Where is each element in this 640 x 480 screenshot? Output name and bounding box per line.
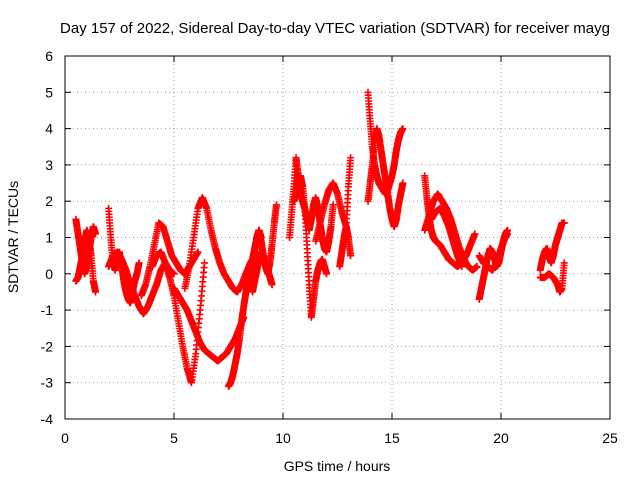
- y-tick-label: -1: [41, 302, 54, 318]
- data-point: [458, 263, 466, 271]
- data-point: [201, 259, 209, 267]
- y-tick-label: 3: [45, 157, 53, 173]
- data-point: [399, 179, 407, 187]
- y-tick-label: 2: [45, 193, 53, 209]
- data-point: [329, 201, 337, 209]
- series-arc-b: [72, 226, 100, 296]
- y-tick-label: -2: [41, 338, 54, 354]
- series-arc-p: [364, 88, 407, 198]
- y-tick-label: 5: [45, 84, 53, 100]
- series-arc-m: [290, 172, 331, 321]
- x-tick-label: 20: [493, 430, 509, 446]
- y-axis-label: SDTVAR / TECUs: [5, 181, 21, 293]
- series-arc-v: [475, 230, 512, 274]
- data-point: [194, 248, 202, 256]
- points-layer: [72, 88, 568, 390]
- data-point: [272, 201, 280, 209]
- data-point: [471, 230, 479, 238]
- y-tick-label: 1: [45, 230, 53, 246]
- data-point: [268, 281, 276, 289]
- data-point: [323, 270, 331, 278]
- y-tick-label: -4: [41, 411, 54, 427]
- series-arc-f: [148, 248, 209, 387]
- data-point: [473, 263, 481, 271]
- ticks-layer: 0 5 10 15 20 25 -4 -3 -2 -1 0 1 2 3 4 5 6: [41, 48, 618, 446]
- data-point: [504, 230, 512, 238]
- series-arc-o: [336, 223, 355, 271]
- data-point: [92, 288, 100, 296]
- grid-layer: [65, 56, 610, 419]
- y-tick-label: -3: [41, 375, 54, 391]
- x-tick-label: 0: [61, 430, 69, 446]
- series-arc-k: [248, 248, 276, 296]
- series-arc-i: [225, 226, 265, 390]
- series-arc-s: [421, 190, 481, 274]
- series-arc-t: [427, 204, 466, 271]
- x-tick-label: 5: [170, 430, 178, 446]
- data-point: [399, 125, 407, 133]
- series-arc-w: [536, 219, 568, 274]
- x-tick-label: 10: [275, 430, 291, 446]
- data-point: [135, 259, 143, 267]
- series-arc-q: [364, 125, 407, 231]
- x-axis-label: GPS time / hours: [284, 458, 391, 474]
- series-arc-l: [286, 154, 337, 256]
- data-point: [347, 154, 355, 162]
- data-point: [347, 252, 355, 260]
- series-arc-x: [536, 259, 568, 296]
- chart-title: Day 157 of 2022, Sidereal Day-to-day VTE…: [60, 20, 610, 37]
- y-tick-label: 6: [45, 48, 53, 64]
- x-tick-label: 25: [602, 430, 618, 446]
- y-tick-label: 4: [45, 121, 53, 137]
- data-point: [560, 219, 568, 227]
- y-tick-label: 0: [45, 266, 53, 282]
- x-tick-label: 15: [384, 430, 400, 446]
- data-point: [560, 259, 568, 267]
- data-point: [92, 230, 100, 238]
